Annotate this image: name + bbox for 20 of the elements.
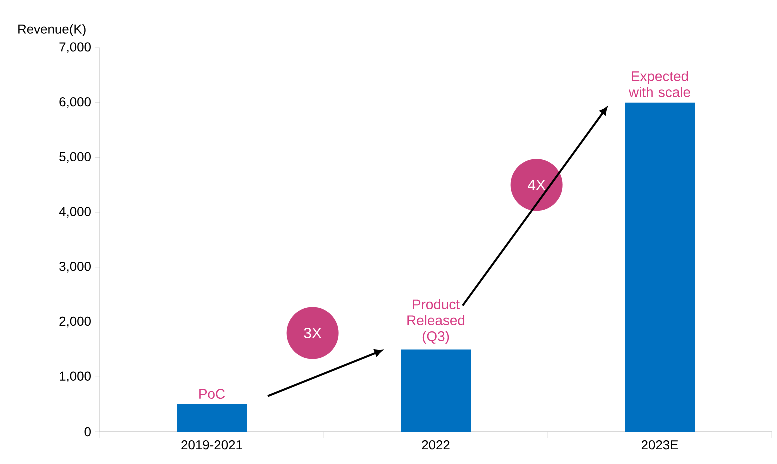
annotation: Expected with scale (628, 71, 690, 98)
annotation: 3X (304, 328, 322, 339)
x-tick-label: 2023E (642, 440, 678, 450)
y-tick-label: 2,000 (60, 316, 91, 328)
annotation: Product Released (Q3) (408, 299, 465, 344)
y-tick-label: 0 (84, 427, 91, 437)
y-tick-label: 4,000 (59, 207, 91, 218)
x-tick-label: 2022 (422, 440, 450, 450)
y-tick-label: 6,000 (60, 97, 91, 108)
bar (177, 404, 248, 432)
bar (625, 102, 696, 432)
y-tick-label: 1,000 (60, 372, 91, 382)
annotation: PoC (200, 389, 226, 400)
y-tick-label: 7,000 (60, 42, 91, 54)
y-axis-title: Revenue(K) (18, 24, 86, 36)
x-tick-label: 2019-2021 (182, 440, 242, 450)
annotation: 4X (528, 180, 546, 190)
y-tick-label: 3,000 (60, 262, 91, 273)
y-tick-label: 5,000 (60, 152, 91, 164)
bar (401, 350, 472, 432)
